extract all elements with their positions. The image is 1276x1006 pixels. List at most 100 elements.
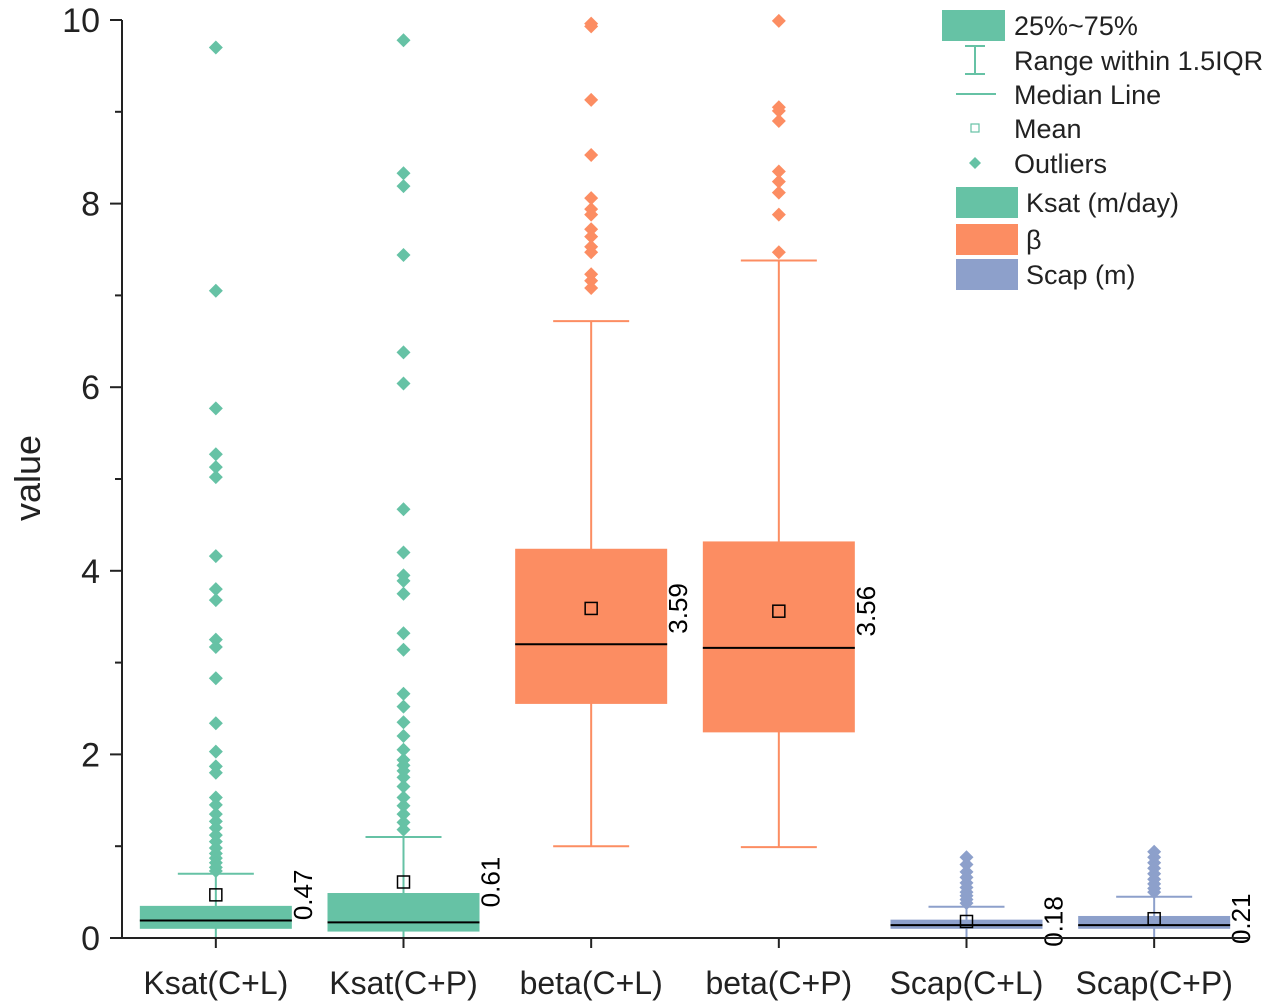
mean-marker <box>584 601 598 616</box>
outlier-point <box>396 248 411 263</box>
box-group-Ksat(C+P): 0.61 <box>327 33 506 939</box>
outlier-point <box>208 863 223 878</box>
outlier-point <box>771 113 786 128</box>
outlier-point <box>396 586 411 601</box>
outlier-point <box>396 502 411 517</box>
y-tick-label: 10 <box>62 2 100 40</box>
box-group-Scap(C+L): 0.18 <box>890 850 1069 947</box>
outlier-point <box>396 729 411 744</box>
mean-value-label: 0.18 <box>1039 896 1069 947</box>
outlier-point <box>208 470 223 485</box>
legend-label: Scap (m) <box>1026 260 1136 290</box>
legend-mean <box>970 123 980 133</box>
outlier-point <box>584 147 599 162</box>
y-tick-label: 0 <box>81 920 100 958</box>
mean-marker <box>772 604 786 618</box>
axes: 0 2 4 6 8 10 Ksat(C+L) Ksat(C+P) beta(C+L) beta(C… <box>62 2 1248 1001</box>
legend: 25%~75% Range within 1.5IQR Median Line Mea… <box>942 10 1263 290</box>
outlier-point <box>584 92 599 107</box>
outlier-point <box>396 798 411 813</box>
outlier-point <box>771 164 786 179</box>
outlier-point <box>208 671 223 686</box>
legend-swatch <box>956 224 1018 255</box>
box-group-beta(C+L): 3.59 <box>515 16 693 848</box>
outlier-point <box>396 179 411 194</box>
outlier-point <box>771 174 786 189</box>
outlier-point <box>396 779 411 794</box>
legend-outlier <box>969 157 981 169</box>
outlier-point <box>959 850 974 865</box>
outlier-point <box>396 642 411 657</box>
legend-swatch <box>956 259 1018 290</box>
legend-item-mean: Mean <box>970 114 1082 144</box>
plot-area: 0.47 0.61 3.59 3.56 0.18 0.21 <box>139 13 1256 947</box>
outlier-point <box>208 807 223 822</box>
outlier-point <box>771 185 786 200</box>
legend-label: β <box>1026 225 1042 255</box>
outlier-point <box>396 815 411 830</box>
outlier-point <box>771 103 786 118</box>
outlier-point <box>208 797 223 812</box>
box-iqr <box>515 548 668 704</box>
outlier-point <box>396 345 411 360</box>
legend-item-box: Ksat (m/day) <box>956 187 1179 218</box>
outlier-point <box>396 742 411 757</box>
outlier-point <box>396 573 411 588</box>
outlier-point <box>208 716 223 731</box>
x-tick-label: Scap(C+P) <box>1075 965 1232 1001</box>
x-tick-label: Ksat(C+P) <box>329 965 477 1001</box>
legend-item-median: Median Line <box>956 80 1161 110</box>
mean-value-label: 3.56 <box>851 586 881 637</box>
outlier-point <box>771 207 786 222</box>
outlier-point <box>396 807 411 822</box>
mean-value-label: 0.21 <box>1226 893 1256 944</box>
outlier-point <box>396 33 411 48</box>
y-tick-label: 8 <box>81 186 100 224</box>
outlier-point <box>584 281 599 296</box>
outlier-point <box>208 639 223 654</box>
mean-value-label: 0.47 <box>288 870 318 921</box>
legend-label: Ksat (m/day) <box>1026 188 1179 218</box>
y-tick-label: 4 <box>81 553 100 591</box>
outlier-point <box>771 13 786 28</box>
outlier-point <box>208 549 223 564</box>
outlier-point <box>584 245 599 260</box>
outlier-point <box>396 770 411 785</box>
outlier-point <box>396 715 411 730</box>
outlier-point <box>208 744 223 759</box>
outlier-point <box>396 166 411 181</box>
mean-marker <box>1147 911 1161 926</box>
outlier-point <box>208 582 223 597</box>
outlier-point <box>584 273 599 288</box>
outlier-point <box>208 790 223 805</box>
outlier-point <box>396 822 411 837</box>
legend-item-box: Scap (m) <box>956 259 1136 290</box>
outlier-point <box>584 207 599 222</box>
outlier-point <box>584 191 599 206</box>
outlier-point <box>208 40 223 55</box>
outlier-point <box>584 222 599 237</box>
outlier-point <box>208 593 223 608</box>
legend-swatch <box>942 10 1005 41</box>
outlier-point <box>396 686 411 701</box>
legend-label: Median Line <box>1014 80 1161 110</box>
box-iqr <box>702 541 855 733</box>
box-group-beta(C+P): 3.56 <box>702 13 881 849</box>
mean-marker <box>209 888 223 902</box>
outlier-point <box>208 765 223 780</box>
outlier-point <box>959 857 974 872</box>
box-iqr <box>1078 915 1231 929</box>
y-axis-label: value <box>7 435 48 521</box>
outlier-point <box>396 626 411 641</box>
legend-swatch <box>956 187 1018 218</box>
outlier-point <box>771 245 786 260</box>
outlier-point <box>396 790 411 805</box>
mean-value-label: 0.61 <box>476 857 506 908</box>
outlier-point <box>208 447 223 462</box>
outlier-point <box>396 699 411 714</box>
legend-item-box: 25%~75% <box>942 10 1138 41</box>
outlier-point <box>208 460 223 475</box>
outlier-point <box>396 376 411 391</box>
y-tick-label: 6 <box>81 369 100 407</box>
